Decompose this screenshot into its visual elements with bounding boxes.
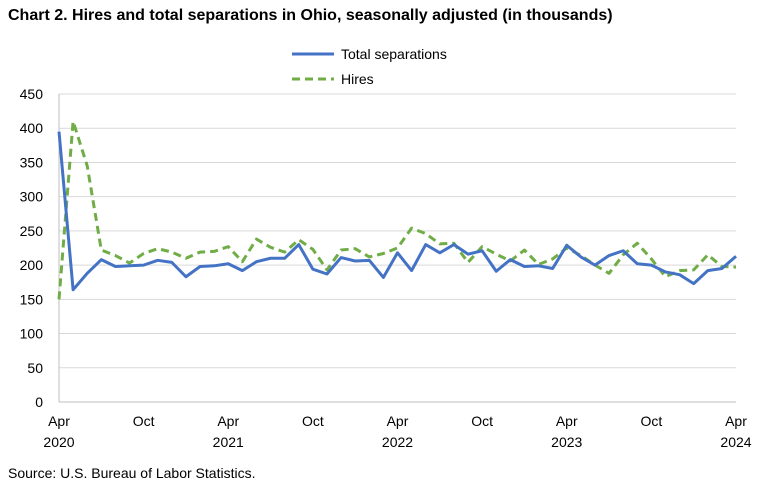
- x-tick-year: 2021: [213, 434, 244, 450]
- x-tick-labels: Apr 2020 Oct Apr 2021 Oct Apr 2022 Oct Apr 2023 Oct…: [43, 413, 751, 450]
- y-tick-label: 250: [20, 223, 44, 239]
- x-tick-month: Apr: [387, 413, 409, 429]
- legend-label: Hires: [341, 71, 374, 87]
- x-tick-month: Oct: [302, 413, 324, 429]
- y-tick-labels: 0 50 100 150 200 250 300 350 400 450: [20, 86, 44, 410]
- x-tick-month: Oct: [640, 413, 662, 429]
- x-tick-month: Oct: [471, 413, 493, 429]
- legend-label: Total separations: [341, 46, 447, 62]
- x-tick-year: 2023: [551, 434, 582, 450]
- series-line-total-separations: [57, 131, 737, 292]
- y-tick-label: 50: [27, 360, 43, 376]
- y-tick-label: 150: [20, 291, 44, 307]
- x-tick-year: 2020: [43, 434, 74, 450]
- source-note: Source: U.S. Bureau of Labor Statistics.: [8, 465, 256, 481]
- axes: [58, 94, 736, 403]
- y-tick-label: 0: [35, 394, 43, 410]
- series-line-hires: [57, 119, 737, 300]
- y-tick-label: 450: [20, 86, 44, 102]
- legend: Total separations Hires: [292, 46, 447, 87]
- x-tick-year: 2024: [720, 434, 751, 450]
- series-lines: [57, 119, 737, 300]
- x-tick-month: Apr: [556, 413, 578, 429]
- x-tick-month: Apr: [48, 413, 70, 429]
- gridlines: [59, 93, 736, 369]
- x-tick-month: Apr: [217, 413, 239, 429]
- x-tick-month: Apr: [725, 413, 747, 429]
- y-tick-label: 350: [20, 154, 44, 170]
- y-tick-label: 200: [20, 257, 44, 273]
- y-tick-label: 400: [20, 120, 44, 136]
- x-tick-month: Oct: [133, 413, 155, 429]
- chart-title: Chart 2. Hires and total separations in …: [8, 7, 613, 24]
- y-tick-label: 100: [20, 326, 44, 342]
- x-tick-year: 2022: [382, 434, 413, 450]
- y-tick-label: 300: [20, 189, 44, 205]
